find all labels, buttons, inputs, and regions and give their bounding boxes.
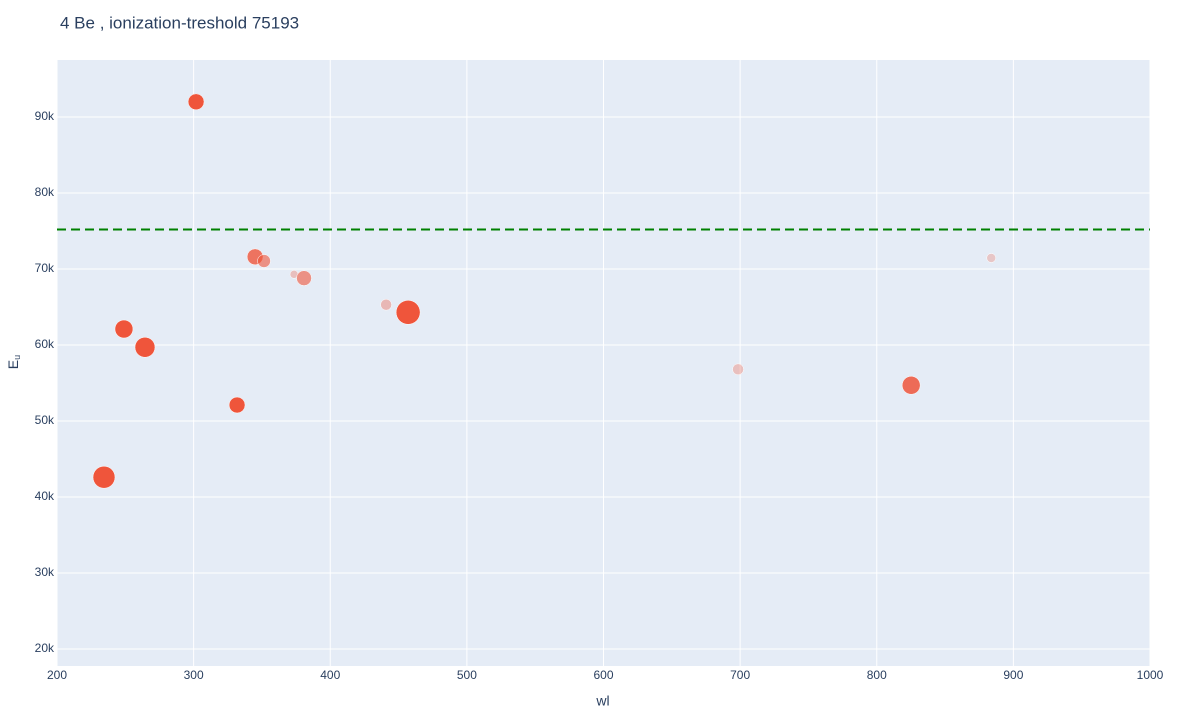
y-tick-label: 80k <box>35 185 55 199</box>
chart-title: 4 Be , ionization-treshold 75193 <box>60 13 299 32</box>
x-tick-label: 200 <box>47 668 67 682</box>
y-tick-label: 70k <box>35 261 55 275</box>
marker <box>296 270 312 286</box>
y-label-main: E <box>5 360 21 369</box>
marker <box>986 253 996 263</box>
x-tick-label: 500 <box>457 668 477 682</box>
y-tick-label: 20k <box>35 641 55 655</box>
x-tick-label: 300 <box>184 668 204 682</box>
marker <box>257 254 271 268</box>
marker <box>901 376 921 395</box>
x-axis-label: wl <box>595 693 609 709</box>
x-tick-label: 700 <box>730 668 750 682</box>
y-tick-label: 30k <box>35 565 55 579</box>
marker <box>228 396 246 414</box>
y-label-sub: u <box>12 355 22 360</box>
marker <box>92 465 116 489</box>
marker <box>114 319 134 339</box>
y-tick-label: 60k <box>35 337 55 351</box>
marker <box>187 93 205 111</box>
marker <box>134 337 156 358</box>
y-tick-label: 40k <box>35 489 55 503</box>
x-tick-label: 1000 <box>1137 668 1164 682</box>
x-tick-label: 400 <box>320 668 340 682</box>
x-tick-label: 800 <box>867 668 887 682</box>
x-tick-label: 900 <box>1003 668 1023 682</box>
marker <box>732 363 744 376</box>
y-tick-label: 50k <box>35 413 55 427</box>
y-tick-label: 90k <box>35 109 55 123</box>
marker <box>395 300 421 325</box>
y-axis-label: Eu <box>5 355 23 369</box>
x-tick-label: 600 <box>593 668 613 682</box>
marker <box>380 298 392 311</box>
